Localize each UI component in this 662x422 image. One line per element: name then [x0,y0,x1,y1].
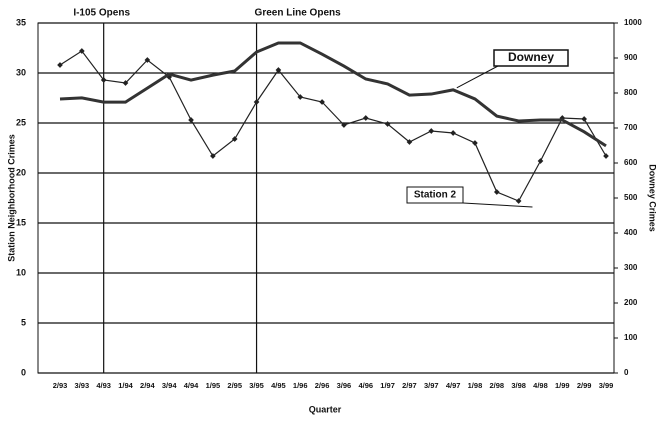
point-marker [275,67,282,73]
point-marker [253,99,260,105]
point-marker [384,121,391,127]
point-marker [100,77,107,83]
callout-leader [456,65,499,89]
point-marker [406,139,413,145]
x-tick-label: 1/97 [380,381,395,390]
y2-tick-label: 700 [624,123,638,132]
x-tick-label: 1/96 [293,381,308,390]
x-tick-label: 4/97 [446,381,461,390]
y2-tick-label: 400 [624,228,638,237]
x-tick-label: 3/95 [249,381,264,390]
y2-axis-title: Downey Crimes [648,164,658,232]
series-line [59,50,607,202]
x-tick-label: 1/99 [555,381,570,390]
point-marker [362,115,369,121]
x-tick-label: 2/98 [489,381,504,390]
point-marker [319,99,325,105]
y2-tick-label: 500 [624,193,638,202]
annotation: I-105 Opens [73,8,130,19]
point-marker [581,116,587,122]
point-marker [537,158,544,164]
point-marker [188,117,194,123]
y-tick-label: 20 [16,167,26,177]
point-marker [210,153,216,159]
y2-tick-label: 600 [624,158,638,167]
point-marker [122,80,129,86]
point-marker [297,94,304,100]
x-tick-label: 1/94 [118,381,133,390]
legend-box [406,186,464,204]
legend-box [493,49,569,67]
x-tick-label: 4/98 [533,381,548,390]
x-tick-label: 2/99 [577,381,592,390]
y2-tick-label: 1000 [624,18,642,27]
y-tick-label: 10 [16,267,26,277]
x-tick-label: 3/98 [511,381,526,390]
point-marker [472,140,478,146]
x-tick-label: 2/95 [227,381,242,390]
x-tick-label: 3/99 [599,381,614,390]
y-tick-label: 30 [16,67,26,77]
y-tick-label: 0 [21,367,26,377]
y2-tick-label: 200 [624,298,638,307]
point-marker [428,128,435,134]
x-tick-label: 4/95 [271,381,286,390]
y2-tick-label: 900 [624,53,638,62]
annotation: Green Line Opens [255,8,342,19]
x-tick-label: 1/95 [206,381,221,390]
x-tick-label: 4/96 [358,381,373,390]
series-line [59,41,607,148]
x-tick-label: 2/93 [53,381,68,390]
y2-tick-label: 800 [624,88,638,97]
legend-label: Station 2 [414,190,457,201]
x-tick-label: 2/97 [402,381,417,390]
x-tick-label: 4/93 [96,381,111,390]
point-marker [603,153,609,159]
point-marker [493,189,500,195]
point-marker [515,198,522,204]
point-marker [231,136,238,142]
y-tick-label: 25 [16,117,26,127]
x-tick-label: 2/94 [140,381,155,390]
y-tick-label: 35 [16,17,26,27]
point-marker [341,122,347,128]
x-tick-label: 3/97 [424,381,439,390]
y2-tick-label: 0 [624,368,629,377]
y-tick-label: 15 [16,217,26,227]
x-tick-label: 1/98 [468,381,483,390]
legend-label: Downey [508,50,554,64]
callout-leader [462,202,533,208]
y2-tick-label: 100 [624,333,638,342]
y-tick-label: 5 [21,317,26,327]
y-axis-title: Station Neighborhood Crimes [6,134,16,262]
x-tick-label: 3/94 [162,381,177,390]
x-tick-label: 3/93 [75,381,90,390]
x-axis-title: Quarter [309,404,342,414]
x-tick-label: 3/96 [337,381,352,390]
x-tick-label: 2/96 [315,381,330,390]
y2-tick-label: 300 [624,263,638,272]
plot-frame [37,22,615,374]
point-marker [450,130,456,136]
x-tick-label: 4/94 [184,381,199,390]
